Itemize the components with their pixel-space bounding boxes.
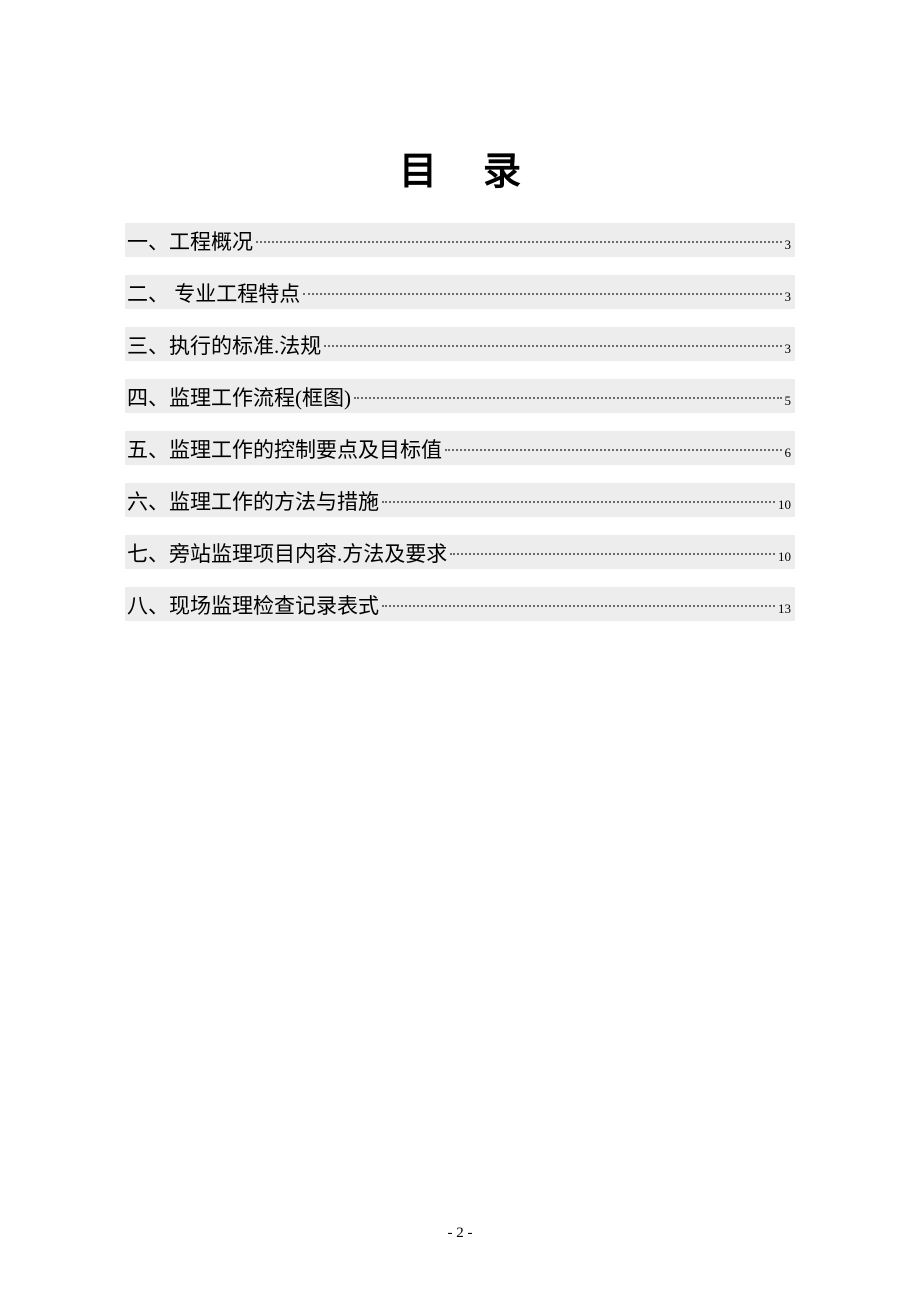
toc-page-number: 13 <box>778 601 791 621</box>
toc-dots <box>445 449 782 451</box>
toc-page-number: 10 <box>778 549 791 569</box>
toc-label: 七、旁站监理项目内容.方法及要求 <box>127 535 447 571</box>
page-title: 目录 <box>125 140 795 195</box>
toc-label: 六、监理工作的方法与措施 <box>127 483 379 519</box>
toc-dots <box>354 397 782 399</box>
toc-page-number: 3 <box>785 237 792 257</box>
toc-item: 六、监理工作的方法与措施 10 <box>125 483 795 517</box>
toc-dots <box>256 241 782 243</box>
toc-dots <box>324 345 781 347</box>
toc-item: 八、现场监理检查记录表式 13 <box>125 587 795 621</box>
toc-list: 一、工程概况 3 二、 专业工程特点 3 三、执行的标准.法规 3 四、监理工作… <box>125 223 795 621</box>
toc-page-number: 3 <box>785 341 792 361</box>
toc-page-number: 6 <box>785 445 792 465</box>
toc-page-number: 10 <box>778 497 791 517</box>
toc-item: 五、监理工作的控制要点及目标值 6 <box>125 431 795 465</box>
toc-item: 一、工程概况 3 <box>125 223 795 257</box>
toc-label: 四、监理工作流程(框图) <box>127 379 351 415</box>
toc-dots <box>382 501 775 503</box>
page-footer-number: - 2 - <box>0 1225 920 1242</box>
toc-label: 三、执行的标准.法规 <box>127 327 321 363</box>
toc-item: 三、执行的标准.法规 3 <box>125 327 795 361</box>
toc-label: 八、现场监理检查记录表式 <box>127 587 379 623</box>
toc-dots <box>382 605 775 607</box>
toc-dots <box>303 293 781 295</box>
page-content: 目录 一、工程概况 3 二、 专业工程特点 3 三、执行的标准.法规 3 四、监… <box>0 0 920 621</box>
toc-item: 二、 专业工程特点 3 <box>125 275 795 309</box>
toc-item: 七、旁站监理项目内容.方法及要求 10 <box>125 535 795 569</box>
toc-dots <box>450 553 775 555</box>
toc-label: 五、监理工作的控制要点及目标值 <box>127 431 442 467</box>
toc-item: 四、监理工作流程(框图) 5 <box>125 379 795 413</box>
toc-label: 一、工程概况 <box>127 223 253 259</box>
toc-label: 二、 专业工程特点 <box>127 275 300 311</box>
toc-page-number: 3 <box>785 289 792 309</box>
toc-page-number: 5 <box>785 393 792 413</box>
